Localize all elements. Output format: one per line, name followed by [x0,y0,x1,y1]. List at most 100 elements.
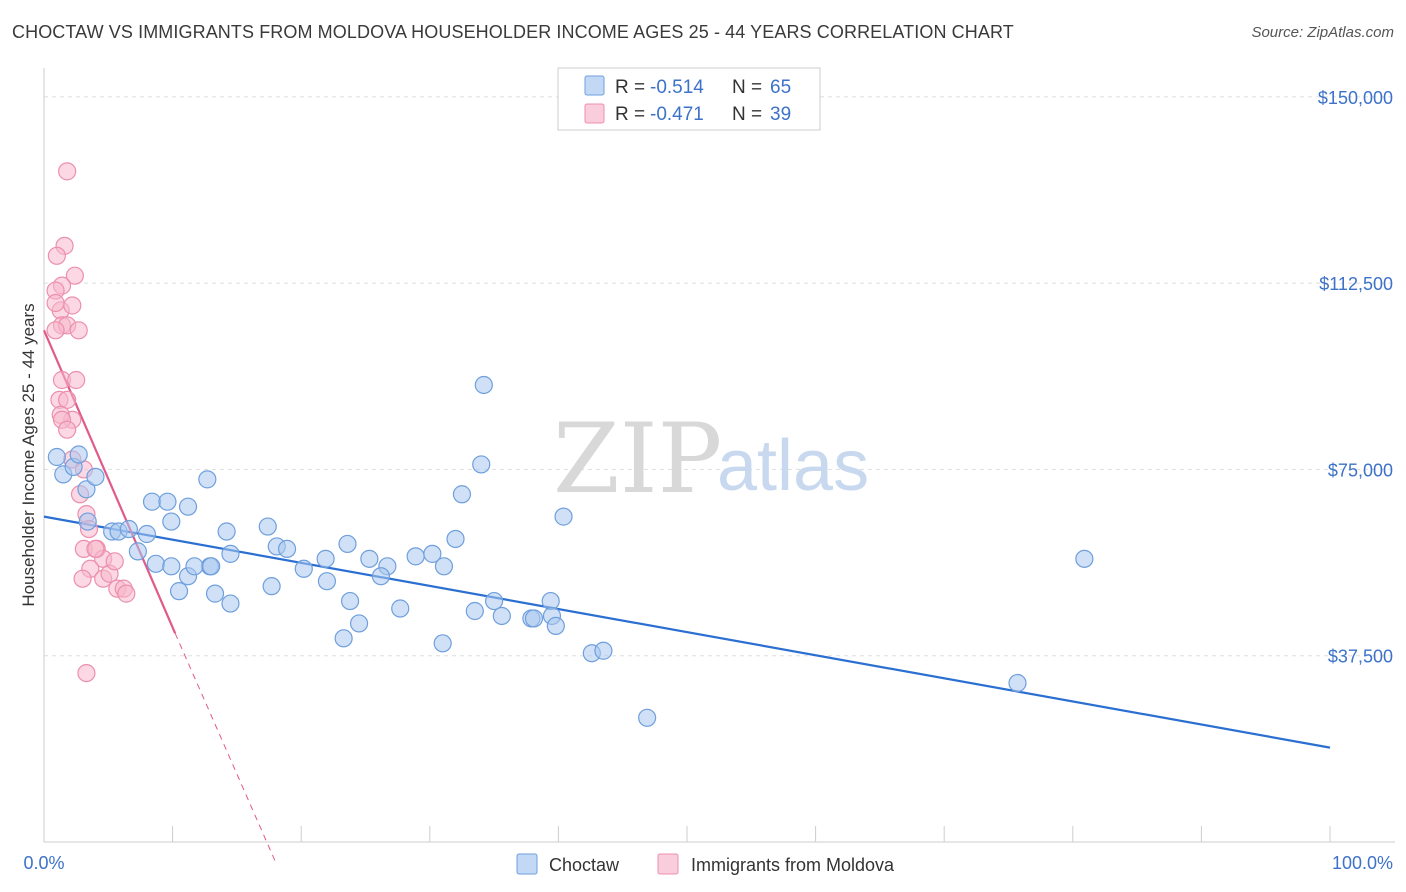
point-choctaw-59 [594,641,613,660]
point-choctaw-60 [472,455,491,474]
point-choctaw-27 [221,594,240,613]
point-choctaw-0 [47,447,66,467]
y-tick-label-2: $112,500 [1319,274,1393,294]
point-choctaw-43 [406,547,425,566]
point-moldova-20 [58,420,77,439]
point-choctaw-14 [158,492,177,511]
x-tick-label-1: 100.0% [1332,853,1393,873]
y-tick-labels: $37,500 $75,000 $112,500 $150,000 [1318,88,1393,667]
bottom-legend-label-choctaw: Choctaw [549,855,620,875]
grid-lines [44,96,1395,657]
point-choctaw-29 [258,517,277,536]
point-choctaw-11 [142,492,162,511]
point-choctaw-57 [554,507,573,526]
point-choctaw-63 [1008,673,1027,693]
point-choctaw-46 [452,485,472,504]
bottom-legend: Choctaw Immigrants from Moldova [516,853,895,875]
point-choctaw-38 [349,614,369,633]
point-moldova-30 [86,539,105,559]
y-axis-title: Householder Income Ages 25 - 44 years [19,303,38,606]
point-choctaw-19 [169,582,189,601]
point-choctaw-12 [128,542,147,561]
point-choctaw-44 [423,544,442,563]
point-choctaw-48 [433,634,452,653]
point-choctaw-56 [546,616,565,636]
y-tick-label-0: $37,500 [1328,647,1393,667]
legend-swatch-choctaw [584,75,605,96]
point-choctaw-4 [77,480,96,499]
legend-r-value-2: -0.471 [650,104,704,125]
point-choctaw-5 [86,467,105,486]
source-label: Source: ZipAtlas.com [1251,24,1394,41]
point-choctaw-28 [262,577,281,596]
legend-n-value-1: 65 [770,77,791,98]
point-choctaw-21 [185,557,204,576]
chart-title: CHOCTAW VS IMMIGRANTS FROM MOLDOVA HOUSE… [12,22,1014,42]
point-moldova-31 [73,569,92,588]
point-choctaw-37 [334,629,353,648]
point-choctaw-39 [391,599,410,618]
point-moldova-7 [46,293,65,313]
watermark-atlas: atlas [717,426,869,506]
point-moldova-0 [58,162,77,181]
point-choctaw-23 [217,522,236,541]
point-choctaw-64 [1075,549,1094,568]
x-tick-labels: 0.0% 100.0% [23,853,1393,873]
legend-r-label-1: R = [615,77,645,98]
point-choctaw-22 [198,470,217,489]
point-moldova-2 [47,246,66,265]
point-choctaw-50 [485,591,504,611]
point-choctaw-17 [162,557,181,576]
point-choctaw-36 [340,591,360,611]
point-choctaw-42 [360,549,379,568]
point-choctaw-33 [317,572,337,591]
points-moldova [46,162,136,683]
x-tick-label-0: 0.0% [23,853,64,873]
bottom-legend-label-moldova: Immigrants from Moldova [691,855,895,875]
point-moldova-10 [63,296,82,315]
point-choctaw-26 [205,584,225,603]
point-choctaw-35 [338,534,357,554]
point-choctaw-10 [137,524,156,544]
point-choctaw-25 [202,557,221,576]
point-choctaw-49 [465,601,484,621]
point-moldova-14 [67,370,86,390]
watermark-zip: ZIP [553,403,722,515]
point-choctaw-15 [178,497,198,516]
points-choctaw [47,375,1094,727]
point-moldova-38 [117,584,136,603]
point-choctaw-53 [524,609,544,628]
legend-swatch-moldova [584,103,605,124]
legend-n-label-1: N = [732,77,762,98]
legend-n-value-2: 39 [770,104,791,125]
point-moldova-35 [105,552,124,571]
point-choctaw-61 [474,375,493,395]
point-choctaw-3 [69,445,88,464]
trend-line-choctaw [43,515,1331,749]
point-choctaw-34 [316,549,335,568]
watermark: ZIP atlas [553,403,869,515]
point-choctaw-51 [492,606,511,626]
point-choctaw-45 [434,557,454,576]
point-choctaw-32 [294,559,313,578]
axes [43,68,1395,843]
point-moldova-11 [46,321,65,340]
y-tick-label-3: $150,000 [1318,88,1393,108]
top-legend: R = -0.514 N = 65 R = -0.471 N = 39 [557,67,821,131]
trend-line-moldova-extension [174,633,276,863]
point-choctaw-6 [78,512,97,531]
legend-r-value-1: -0.514 [650,77,704,98]
point-choctaw-16 [146,554,165,573]
bottom-legend-swatch-moldova [657,853,679,875]
point-choctaw-24 [221,544,240,563]
point-choctaw-62 [638,708,657,727]
point-moldova-3 [65,266,84,285]
point-choctaw-13 [162,512,181,531]
point-moldova-33 [77,663,96,683]
point-choctaw-31 [277,539,297,559]
point-moldova-12 [69,321,88,340]
legend-n-label-2: N = [732,104,762,125]
point-choctaw-41 [371,567,391,586]
bottom-legend-swatch-choctaw [516,853,538,875]
